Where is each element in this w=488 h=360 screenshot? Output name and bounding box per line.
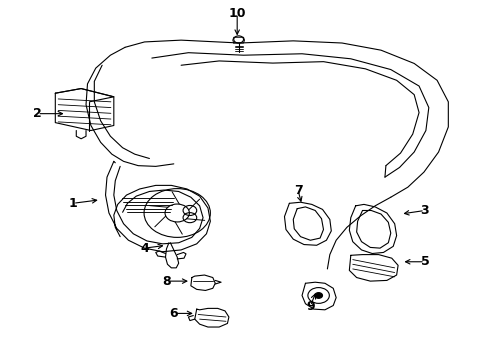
Text: 3: 3	[420, 204, 428, 217]
Text: 8: 8	[162, 275, 170, 288]
Text: 10: 10	[228, 7, 245, 20]
Text: 9: 9	[305, 300, 314, 313]
Text: 2: 2	[33, 107, 41, 120]
Text: 5: 5	[420, 255, 428, 268]
Text: 7: 7	[293, 184, 302, 197]
Text: 6: 6	[169, 307, 178, 320]
Text: 4: 4	[140, 242, 149, 255]
Circle shape	[314, 293, 322, 298]
Text: 1: 1	[68, 197, 77, 210]
